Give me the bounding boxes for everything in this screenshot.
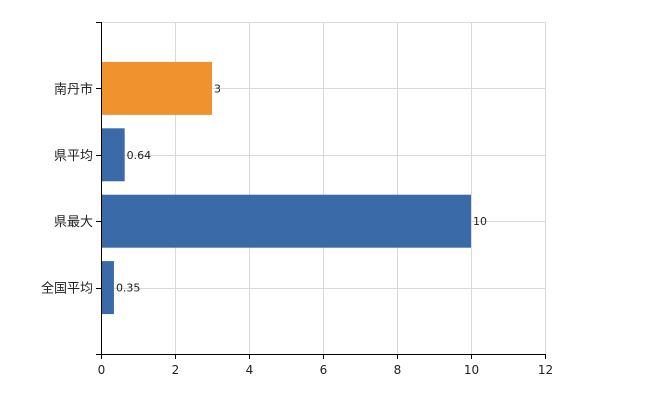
data-label: 0.64 (127, 149, 151, 162)
x-tick-label: 4 (246, 363, 254, 377)
x-tick-label: 8 (394, 363, 402, 377)
data-label: 10 (473, 215, 487, 228)
bars-layer (101, 61, 471, 315)
bar (101, 128, 125, 182)
bar (101, 61, 212, 115)
x-tick-label: 2 (172, 363, 180, 377)
x-tick-label: 6 (320, 363, 328, 377)
x-tick-label: 10 (464, 363, 479, 377)
bar (101, 194, 471, 248)
category-label: 南丹市 (54, 81, 93, 97)
x-tick-label: 0 (98, 363, 106, 377)
axes-layer (96, 22, 546, 359)
category-label: 全国平均 (41, 281, 93, 297)
labels-layer: 3 南丹市 0.64 県平均 10 県最大 0.35 全国平均 0 2 4 6 8 10 12 (41, 81, 553, 377)
data-label: 3 (214, 82, 221, 95)
x-tick-label: 12 (538, 363, 553, 377)
category-label: 県平均 (54, 149, 93, 164)
bar (101, 261, 114, 315)
data-label: 0.35 (116, 282, 141, 295)
category-label: 県最大 (54, 215, 93, 230)
